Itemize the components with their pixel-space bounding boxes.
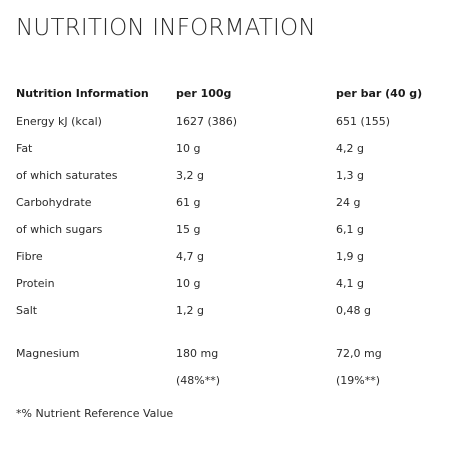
magnesium-per-100g: 180 mg bbox=[176, 347, 219, 360]
row-label-salt: Salt bbox=[16, 304, 38, 317]
magnesium-per-bar: 72,0 mg bbox=[336, 347, 382, 360]
row-label-saturates: of which saturates bbox=[16, 169, 118, 182]
energy-per-bar: 651 (155) bbox=[336, 115, 391, 128]
sugars-per-bar: 6,1 g bbox=[336, 223, 364, 236]
magnesium-nrv-per-bar: (19%**) bbox=[336, 374, 381, 387]
header-per-bar: per bar (40 g) bbox=[336, 87, 423, 100]
header-nutrition-information: Nutrition Information bbox=[16, 87, 149, 100]
row-label-protein: Protein bbox=[16, 277, 55, 290]
footnote: *% Nutrient Reference Value bbox=[16, 407, 174, 420]
protein-per-bar: 4,1 g bbox=[336, 277, 364, 290]
fibre-per-100g: 4,7 g bbox=[176, 250, 204, 263]
fibre-per-bar: 1,9 g bbox=[336, 250, 364, 263]
row-label-sugars: of which sugars bbox=[16, 223, 103, 236]
carbohydrate-per-100g: 61 g bbox=[176, 196, 201, 209]
salt-per-100g: 1,2 g bbox=[176, 304, 204, 317]
row-label-fat: Fat bbox=[16, 142, 33, 155]
row-label-energy: Energy kJ (kcal) bbox=[16, 115, 102, 128]
magnesium-nrv-per-100g: (48%**) bbox=[176, 374, 221, 387]
sugars-per-100g: 15 g bbox=[176, 223, 201, 236]
carbohydrate-per-bar: 24 g bbox=[336, 196, 361, 209]
fat-per-100g: 10 g bbox=[176, 142, 201, 155]
page-title: NUTRITION INFORMATION bbox=[16, 15, 316, 41]
protein-per-100g: 10 g bbox=[176, 277, 201, 290]
saturates-per-bar: 1,3 g bbox=[336, 169, 364, 182]
header-per-100g: per 100g bbox=[176, 87, 232, 100]
saturates-per-100g: 3,2 g bbox=[176, 169, 204, 182]
row-label-carbohydrate: Carbohydrate bbox=[16, 196, 92, 209]
fat-per-bar: 4,2 g bbox=[336, 142, 364, 155]
energy-per-100g: 1627 (386) bbox=[176, 115, 238, 128]
salt-per-bar: 0,48 g bbox=[336, 304, 371, 317]
row-label-fibre: Fibre bbox=[16, 250, 43, 263]
row-label-magnesium: Magnesium bbox=[16, 347, 80, 360]
